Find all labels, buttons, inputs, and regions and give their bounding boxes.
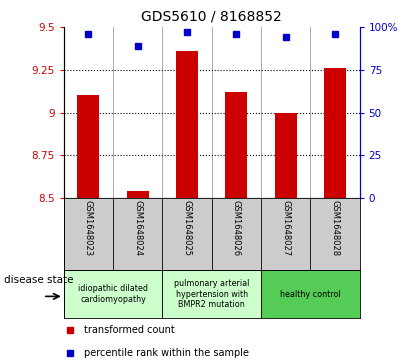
Bar: [261, 270, 360, 318]
Text: percentile rank within the sample: percentile rank within the sample: [84, 348, 249, 358]
Bar: [77, 95, 99, 198]
Text: transformed count: transformed count: [84, 325, 175, 335]
Text: GSM1648027: GSM1648027: [281, 200, 290, 256]
Text: disease state: disease state: [4, 274, 74, 285]
Text: GSM1648024: GSM1648024: [133, 200, 142, 256]
Bar: [64, 270, 162, 318]
Text: GSM1648026: GSM1648026: [232, 200, 241, 256]
Text: GSM1648028: GSM1648028: [330, 200, 339, 256]
Bar: [324, 68, 346, 198]
Text: GSM1648023: GSM1648023: [84, 200, 93, 256]
Text: GSM1648025: GSM1648025: [182, 200, 192, 256]
Text: pulmonary arterial
hypertension with
BMPR2 mutation: pulmonary arterial hypertension with BMP…: [174, 279, 249, 309]
Bar: [162, 270, 261, 318]
Text: healthy control: healthy control: [280, 290, 341, 298]
Bar: [275, 113, 297, 198]
Bar: [176, 51, 198, 198]
Bar: [127, 191, 149, 198]
Title: GDS5610 / 8168852: GDS5610 / 8168852: [141, 9, 282, 23]
Text: idiopathic dilated
cardiomyopathy: idiopathic dilated cardiomyopathy: [78, 284, 148, 304]
Bar: [225, 92, 247, 198]
